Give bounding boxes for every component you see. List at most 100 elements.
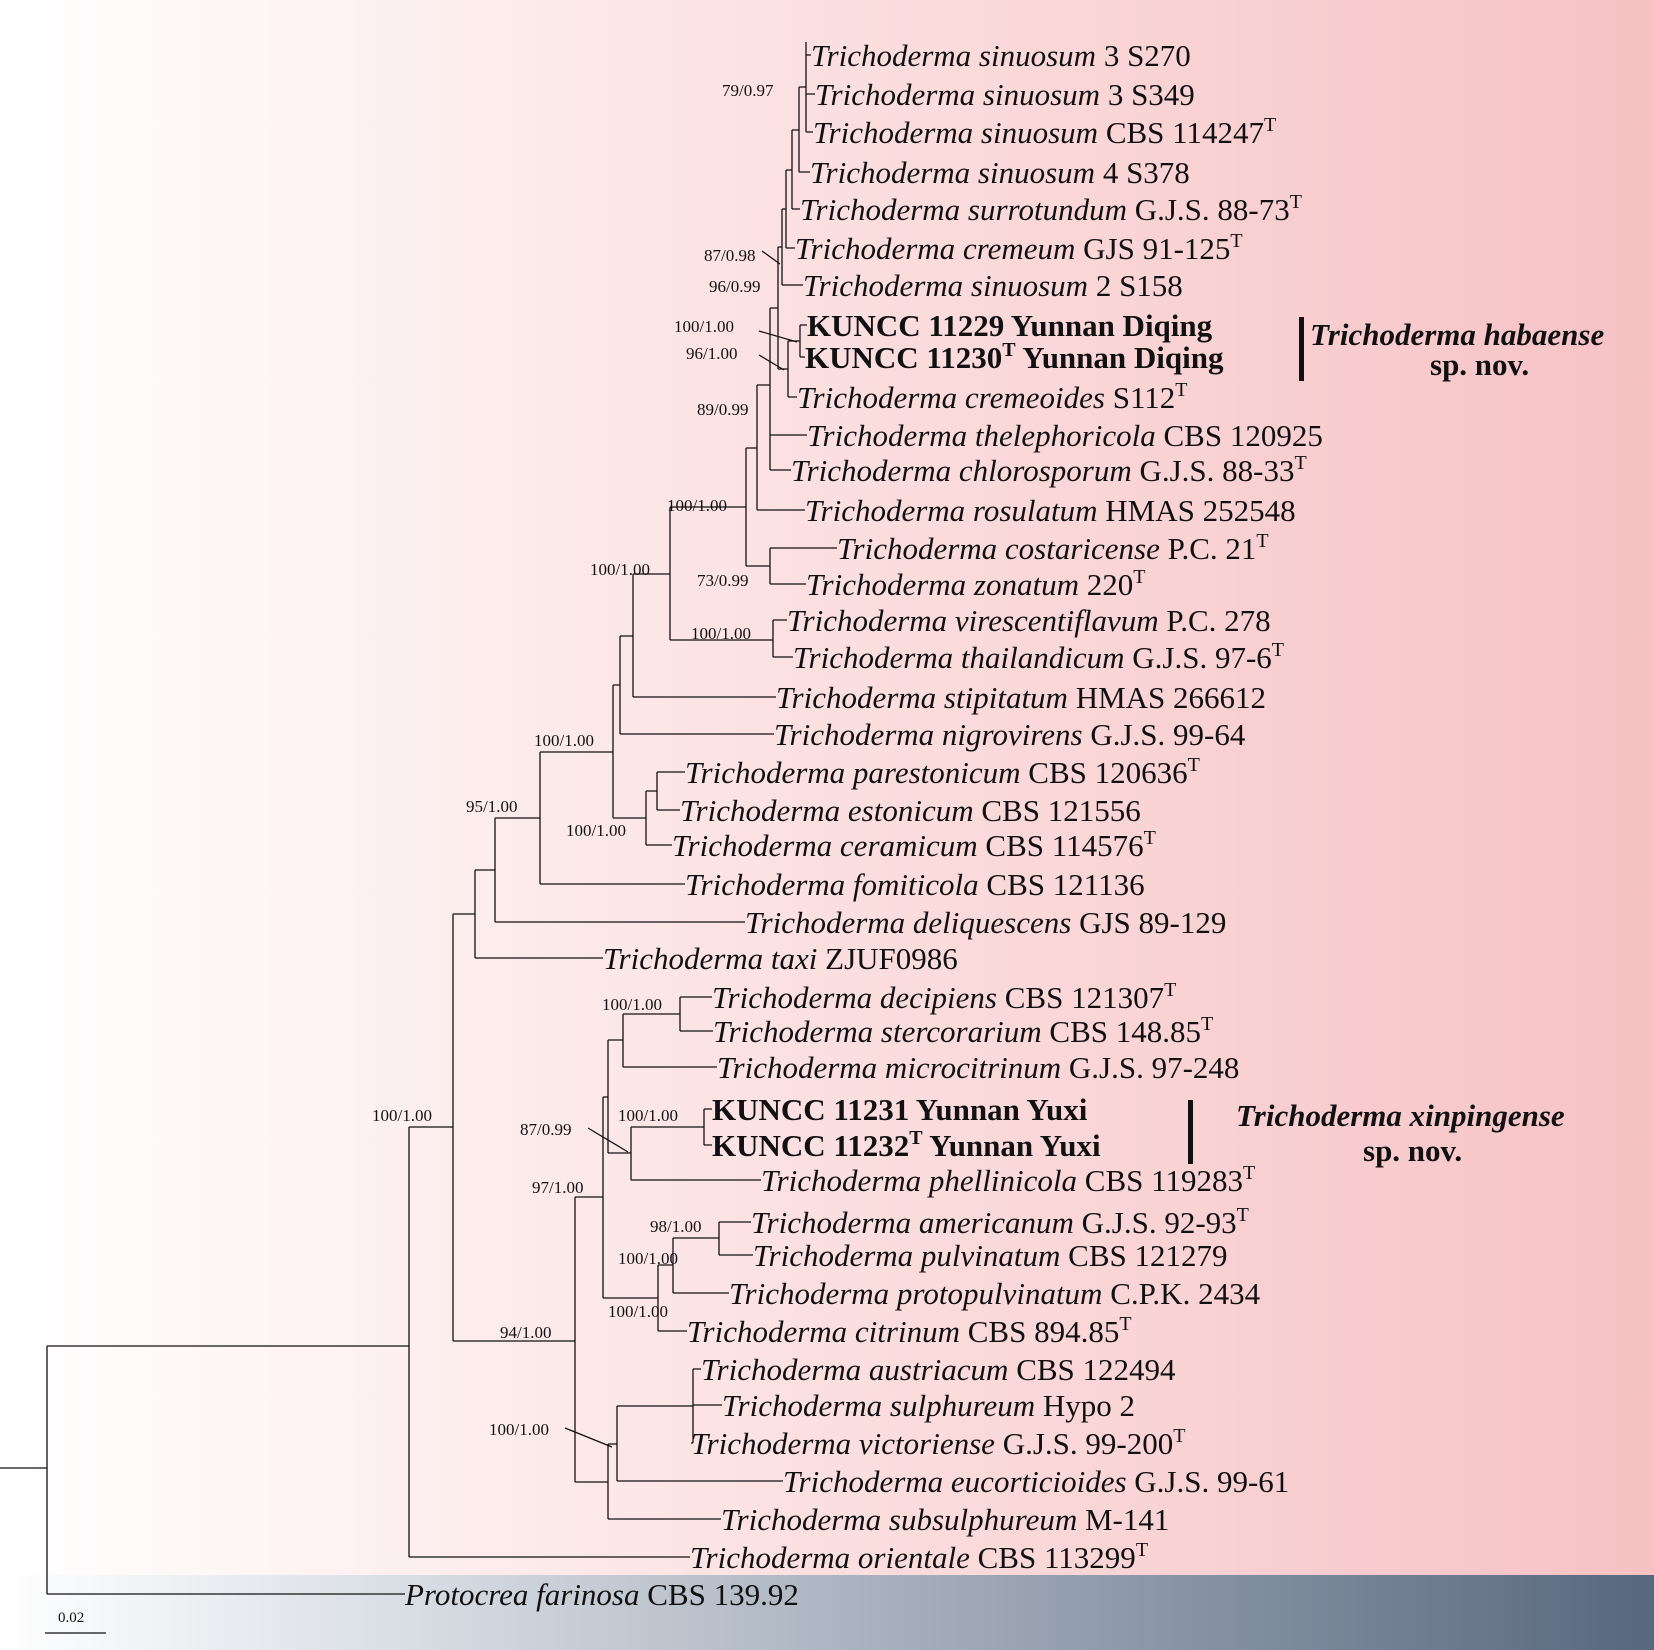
type-marker: T [1175,379,1187,401]
type-marker: T [1264,114,1276,136]
species-name: Trichoderma subsulphureum [721,1502,1085,1537]
taxon-label: Trichoderma subsulphureum M-141 [721,1502,1169,1537]
branch [46,1345,409,1595]
branch [772,619,793,658]
locality: Yunnan Yuxi [909,1092,1087,1127]
clade-bar [1188,1100,1193,1164]
type-marker: T [1243,1162,1255,1184]
species-name: Trichoderma americanum [751,1205,1082,1240]
support-value: 97/1.00 [532,1178,583,1197]
strain-id: HMAS 252548 [1105,493,1295,528]
species-name: Trichoderma phellinicola [761,1163,1085,1198]
support-value: 100/1.00 [608,1302,668,1321]
type-marker: T [1136,1539,1148,1561]
locality: Yunnan Diqing [1016,340,1224,375]
species-name: Trichoderma cremeoides [797,380,1113,415]
background [0,0,1654,1575]
taxon-label: Trichoderma stipitatum HMAS 266612 [776,680,1266,715]
new-species-name: Trichoderma xinpingense [1236,1098,1565,1133]
clade-bracket-xinpingense: Trichoderma xinpingense sp. nov. [1188,1098,1565,1168]
strain-id: ZJUF0986 [825,941,958,976]
clade-bracket-habaense: Trichoderma habaense sp. nov. [1299,317,1604,382]
footer-band [0,1575,1654,1650]
type-marker: T [1272,639,1284,661]
support-arrow [587,1127,629,1153]
type-marker: T [909,1127,923,1149]
strain-id: CBS 121279 [1068,1238,1227,1273]
strain-id: KUNCC 11230 [805,340,1002,375]
taxon-label: Trichoderma chlorosporum G.J.S. 88-33T [791,452,1307,488]
locality: Yunnan Diqing [1004,308,1212,343]
support-value: 100/1.00 [372,1106,432,1125]
strain-id: G.J.S. 88-73 [1135,192,1290,227]
species-name: Trichoderma taxi [603,941,825,976]
strain-id: Hypo 2 [1043,1388,1135,1423]
strain-id: KUNCC 11232 [712,1128,909,1163]
new-species-status: sp. nov. [1363,1133,1462,1168]
support-values: 79/0.97 87/0.98 96/0.99 100/1.00 96/1.00 89/0… [372,81,774,1439]
support-value: 100/1.00 [534,731,594,750]
strain-id: CBS 121556 [981,793,1140,828]
strain-id: CBS 120925 [1163,418,1322,453]
strain-id: HMAS 266612 [1076,680,1266,715]
species-name: Protocrea farinosa [404,1577,647,1612]
taxon-label: Trichoderma sinuosum 3 S349 [815,77,1195,112]
taxon-label: Trichoderma ceramicum CBS 114576T [672,827,1156,863]
branch [769,307,807,471]
species-name: Trichoderma sinuosum [815,77,1108,112]
taxon-label: Trichoderma nigrovirens G.J.S. 99-64 [774,717,1246,752]
taxon-label: KUNCC 11231 Yunnan Yuxi [712,1092,1088,1127]
strain-id: CBS 121136 [986,867,1144,902]
support-arrow [761,250,781,265]
scale-label: 0.02 [58,1610,84,1626]
taxon-label: KUNCC 11229 Yunnan Diqing [807,308,1213,343]
taxon-label: KUNCC 11232T Yunnan Yuxi [712,1127,1101,1163]
strain-id: G.J.S. 88-33 [1139,453,1294,488]
strain-id: CBS 114247 [1106,115,1264,150]
taxon-label: Trichoderma cremeum GJS 91-125T [795,230,1243,266]
support-value: 79/0.97 [722,81,774,100]
taxon-label: Trichoderma stercorarium CBS 148.85T [713,1013,1213,1049]
species-name: Trichoderma victoriense [691,1426,1003,1461]
new-species-name: Trichoderma habaense [1310,317,1604,352]
species-name: Trichoderma ceramicum [672,828,985,863]
species-name: Trichoderma protopulvinatum [729,1276,1110,1311]
species-name: Trichoderma costaricense [837,531,1168,566]
species-name: Trichoderma stercorarium [713,1014,1049,1049]
strain-id: 3 S270 [1104,38,1191,73]
clade-bar [1299,317,1304,381]
strain-id: G.J.S. 97-248 [1069,1050,1240,1085]
strain-id: GJS 91-125 [1083,231,1230,266]
species-name: Trichoderma sinuosum [811,38,1104,73]
taxon-label: Trichoderma zonatum 220T [806,566,1145,602]
type-marker: T [1201,1013,1213,1035]
support-value: 100/1.00 [691,624,751,643]
support-value: 100/1.00 [566,821,626,840]
species-name: Trichoderma microcitrinum [717,1050,1069,1085]
taxon-label: Trichoderma phellinicola CBS 119283T [761,1162,1255,1198]
strain-id: CBS 148.85 [1049,1014,1201,1049]
tree-branches [0,42,837,1595]
taxon-label: Trichoderma parestonicum CBS 120636T [685,754,1200,790]
type-marker: T [1230,230,1242,252]
type-marker: T [1164,979,1176,1001]
taxon-label: Trichoderma austriacum CBS 122494 [701,1352,1176,1387]
species-name: Trichoderma pulvinatum [753,1238,1068,1273]
taxon-label: Trichoderma thailandicum G.J.S. 97-6T [793,639,1284,675]
strain-id: G.J.S. 99-64 [1090,717,1246,752]
strain-id: CBS 122494 [1016,1352,1176,1387]
branch [574,1196,608,1483]
support-value: 100/1.00 [602,995,662,1014]
strain-id: CBS 121307 [1005,980,1164,1015]
taxon-label: Trichoderma sinuosum 3 S270 [811,38,1191,73]
species-name: Trichoderma zonatum [806,567,1087,602]
strain-id: CBS 139.92 [647,1577,799,1612]
strain-id: S112 [1113,380,1176,415]
type-marker: T [1002,339,1016,361]
species-name: Trichoderma deliquescens [745,905,1079,940]
strain-id: C.P.K. 2434 [1110,1276,1260,1311]
species-name: Trichoderma fomiticola [685,867,986,902]
strain-id: GJS 89-129 [1079,905,1226,940]
taxon-label: Trichoderma eucorticioides G.J.S. 99-61 [783,1464,1289,1499]
species-name: Trichoderma estonicum [680,793,981,828]
